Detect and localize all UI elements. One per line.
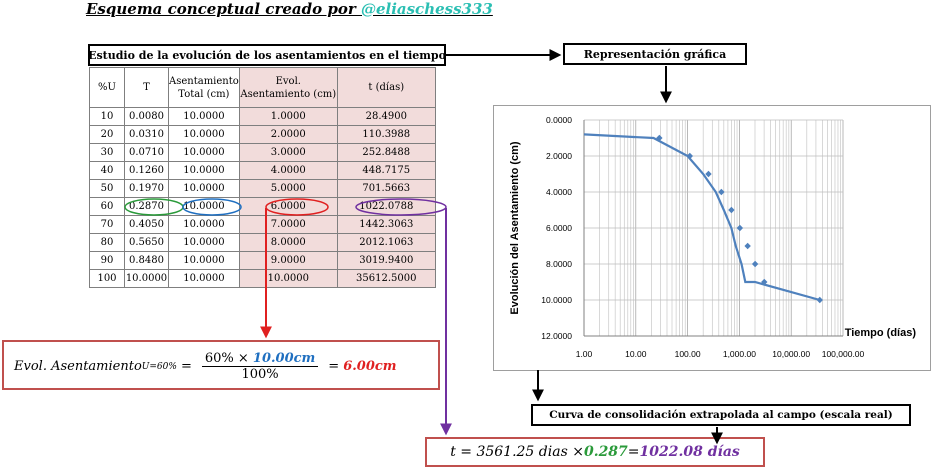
page-title: Esquema conceptual creado por @eliasches…	[86, 0, 493, 18]
table-row: 80 0.5650 10.0000 8.0000 2012.1063	[89, 233, 436, 252]
consolidation-chart: 0.0000 2.0000 4.0000 6.0000 8.0000 10.0000 12.…	[509, 115, 917, 359]
curve-title-box: Curva de consolidación extrapolada al ca…	[531, 404, 911, 426]
formula1-numerator: 60% × 10.00cm	[201, 351, 319, 367]
x-tick-label: 10.00	[625, 349, 647, 359]
formula1-denominator: 100%	[241, 367, 279, 382]
y-tick-label: 6.0000	[546, 223, 572, 233]
highlight-evolution-value	[265, 198, 329, 216]
chart-panel: 0.0000 2.0000 4.0000 6.0000 8.0000 10.0000 12.…	[493, 105, 931, 371]
x-tick-label: 10,000.00	[772, 349, 810, 359]
table-cell: 10.0000	[168, 269, 240, 288]
data-point	[744, 242, 751, 250]
y-tick-label: 12.0000	[541, 331, 572, 341]
x-tick-label: 100,000.00	[822, 349, 865, 359]
table-cell: 6.0000	[238, 197, 338, 216]
formula1-fraction: 60% × 10.00cm 100%	[201, 351, 319, 382]
table-cell: 2.0000	[238, 125, 338, 144]
table-cell: 3019.9400	[336, 251, 436, 270]
y-tick-label: 10.0000	[541, 295, 572, 305]
time-formula: t = 3561.25 dias × 0.287 = 1022.08 días	[425, 437, 765, 467]
table-cell: 448.7175	[336, 161, 436, 180]
table-row: 90 0.8480 10.0000 9.0000 3019.9400	[89, 251, 436, 270]
table-row: 40 0.1260 10.0000 4.0000 448.7175	[89, 161, 436, 180]
highlight-t-value	[124, 198, 184, 216]
table-cell: 1.0000	[238, 107, 338, 126]
y-tick-label: 8.0000	[546, 259, 572, 269]
table-row: 70 0.4050 10.0000 7.0000 1442.3063	[89, 215, 436, 234]
y-axis-label: Evolución del Asentamiento (cm)	[509, 141, 521, 315]
formula1-subscript: U=60%	[141, 361, 177, 372]
formula1-equals-2: =	[328, 359, 340, 374]
highlight-total-value	[182, 198, 242, 216]
x-tick-label: 1,000.00	[723, 349, 756, 359]
table-cell: 2012.1063	[336, 233, 436, 252]
y-tick-label: 2.0000	[546, 151, 572, 161]
header-settlement-evolution: Evol. Asentamiento (cm)	[238, 67, 338, 108]
table-cell: 35612.5000	[336, 269, 436, 288]
table-title-box: Estudio de la evolución de los asentamie…	[88, 44, 446, 66]
y-tick-label: 4.0000	[546, 187, 572, 197]
table-cell: 10.0000	[238, 269, 338, 288]
formula2-equals: =	[627, 444, 640, 460]
formula1-lhs: Evol. Asentamiento	[14, 359, 142, 374]
table-cell: 252.8488	[336, 143, 436, 162]
data-point	[718, 188, 725, 196]
table-row: 50 0.1970 10.0000 5.0000 701.5663	[89, 179, 436, 198]
data-point	[686, 152, 694, 160]
highlight-time-value	[355, 198, 447, 216]
formula2-result: 1022.08 días	[639, 444, 740, 460]
table-row: 100 10.0000 10.0000 10.0000 35612.5000	[89, 269, 436, 288]
y-tick-label: 0.0000	[546, 115, 572, 125]
table-cell: 10.0000	[124, 269, 169, 288]
x-axis-label: Tiempo (días)	[845, 327, 917, 339]
formula2-factor: 0.287	[583, 444, 628, 460]
x-tick-label: 1.00	[576, 349, 593, 359]
formula1-equals: =	[180, 359, 192, 374]
x-tick-label: 100.00	[675, 349, 701, 359]
formula1-num-a: 60% ×	[204, 351, 253, 366]
formula1-result: 6.00cm	[343, 359, 397, 374]
settlement-table: %U T Asentamiento Total (cm) Evol. Asent…	[89, 67, 436, 288]
data-point	[816, 296, 823, 304]
formula2-lhs: t = 3561.25 dias ×	[450, 444, 584, 460]
table-cell: 5.0000	[238, 179, 338, 198]
graph-title-box: Representación gráfica	[563, 43, 747, 65]
data-point	[761, 278, 768, 286]
table-cell: 110.3988	[336, 125, 436, 144]
series-line	[583, 133, 821, 302]
table-cell: 7.0000	[238, 215, 338, 234]
title-prefix: Esquema conceptual creado por	[86, 0, 361, 18]
formula1-num-b: 10.00cm	[252, 351, 316, 366]
settlement-formula: Evol. Asentamiento U=60% = 60% × 10.00cm …	[2, 340, 440, 390]
author-handle[interactable]: @eliaschess333	[360, 0, 493, 18]
